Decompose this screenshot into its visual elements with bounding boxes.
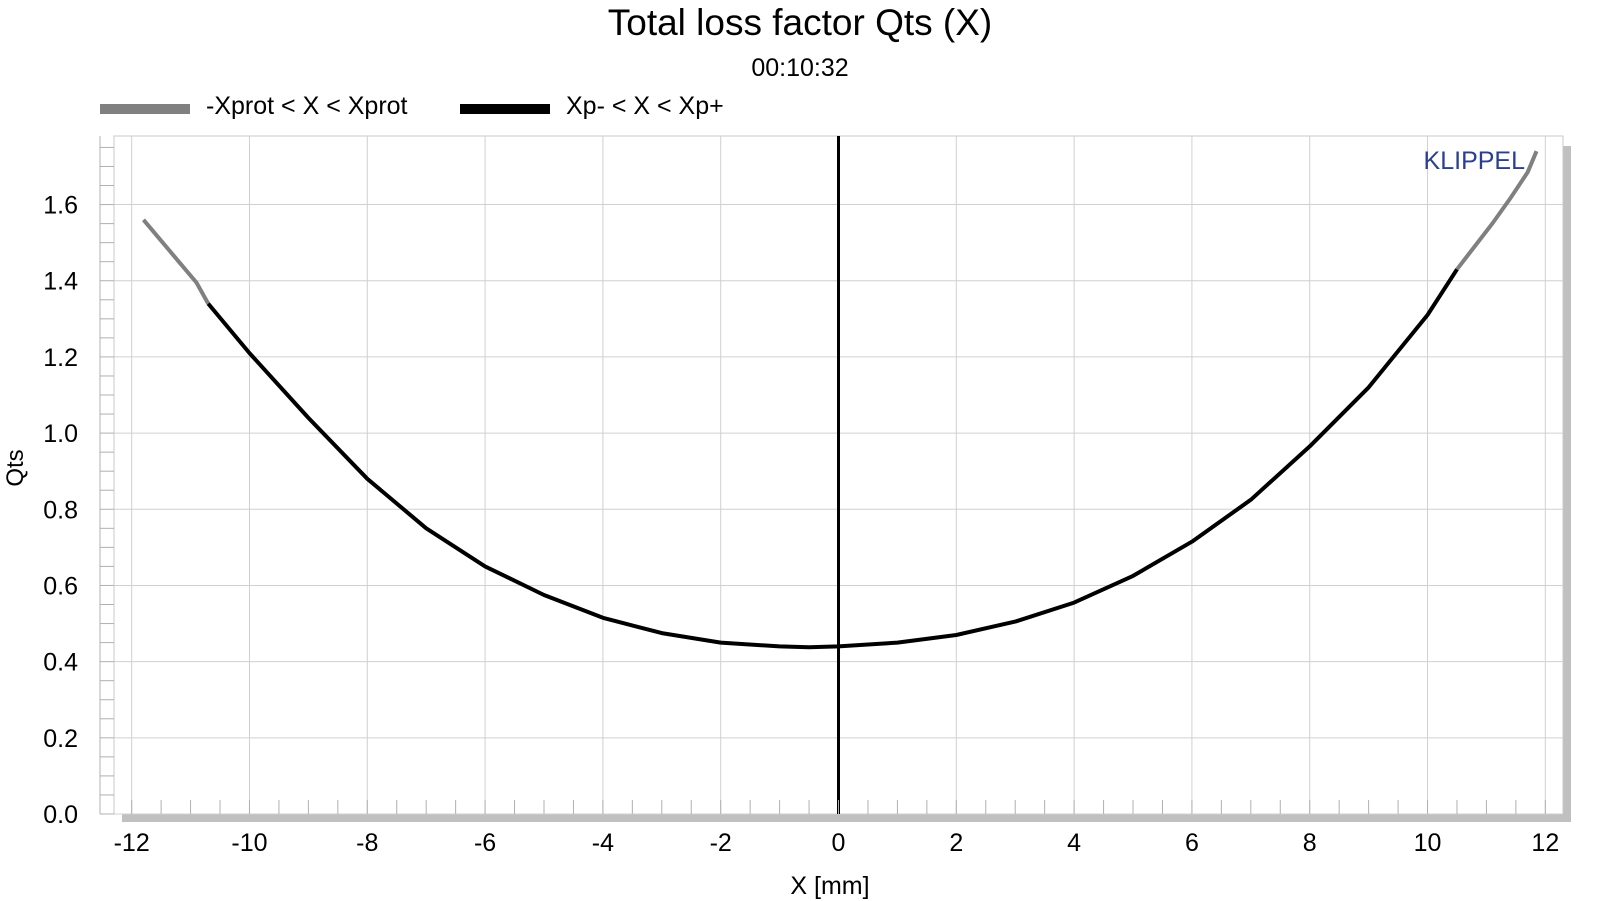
y-tick-labels: 0.0 0.2 0.4 0.6 0.8 1.0 1.2 1.4 1.6 [43,192,78,829]
series-xp [206,268,1459,650]
y-tick-label: 0.4 [43,649,78,677]
y-tick-label: 0.6 [43,572,78,600]
plot-shadow-bottom [122,814,1571,822]
x-tick-label: -8 [356,829,378,857]
minor-ticks [99,136,1546,815]
y-tick-label: 1.2 [43,344,78,372]
x-tick-label: -4 [592,829,614,857]
grid-lines [114,136,1563,815]
x-axis-label: X [mm] [790,872,870,900]
x-tick-label: 4 [1067,829,1081,857]
plot-shadow-right [1563,146,1571,822]
y-tick-label: 1.0 [43,420,78,448]
y-tick-label: 0.0 [43,801,78,829]
klippel-watermark: KLIPPEL [1424,147,1526,175]
x-tick-label: -12 [114,829,150,857]
legend-swatch-prot [100,104,190,114]
legend-label-xp: Xp- < X < Xp+ [566,92,724,120]
series-prot-left [141,218,210,305]
x-tick-label: 2 [949,829,963,857]
chart-title: Total loss factor Qts (X) [607,2,993,43]
x-tick-label: 0 [832,829,846,857]
y-tick-label: 0.8 [43,496,78,524]
x-tick-label: 6 [1185,829,1199,857]
series-lines [141,150,1539,650]
x-tick-label: -10 [231,829,267,857]
y-tick-label: 1.6 [43,192,78,220]
legend-swatch-xp [460,104,550,114]
x-tick-label: 12 [1531,829,1559,857]
x-tick-label: 8 [1303,829,1317,857]
plot-shadow [122,146,1571,822]
legend-label-prot: -Xprot < X < Xprot [206,92,408,120]
x-tick-labels: -12 -10 -8 -6 -4 -2 0 2 4 6 8 10 12 [114,829,1560,857]
x-tick-label: -6 [474,829,496,857]
y-tick-label: 1.4 [43,268,78,296]
series-prot-right [1455,150,1539,271]
y-tick-label: 0.2 [43,725,78,753]
x-tick-label: 10 [1414,829,1442,857]
chart-subtitle: 00:10:32 [751,54,849,82]
x-tick-label: -2 [710,829,732,857]
